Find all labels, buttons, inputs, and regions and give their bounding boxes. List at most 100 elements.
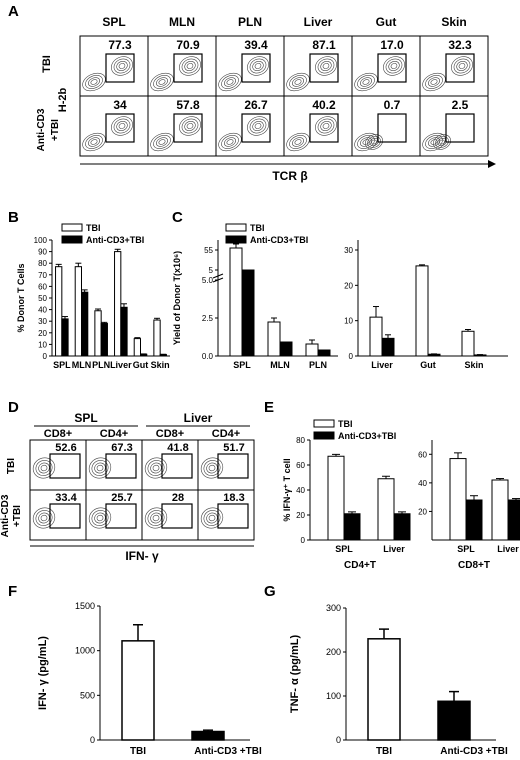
x-tick-label: Liver — [371, 360, 393, 370]
contour-line — [118, 123, 126, 129]
contour-line — [322, 123, 330, 129]
x-tick-label: Liver — [497, 544, 519, 554]
legend-swatch — [225, 223, 247, 232]
y-tick-label: 20 — [296, 511, 305, 520]
bar — [437, 700, 471, 741]
bar — [94, 310, 102, 357]
y-tick-label: 300 — [326, 603, 341, 613]
gate-box — [309, 53, 339, 83]
contour-line — [317, 58, 335, 74]
contour-line — [390, 63, 398, 69]
contour-line — [456, 61, 468, 71]
x-tick-label: Anti-CD3 +TBI — [194, 746, 262, 757]
gate-percent: 26.7 — [244, 98, 268, 112]
panel-letter-d: D — [8, 399, 19, 416]
contour-line — [224, 77, 236, 87]
flow-plot-frame — [215, 35, 285, 97]
contour-line — [218, 132, 242, 152]
contour-line — [433, 134, 451, 150]
y-tick-label: 100 — [326, 691, 341, 701]
y-tick-label: 90 — [38, 248, 47, 257]
y-tick-label: 0 — [349, 352, 354, 361]
bar — [367, 638, 401, 741]
panel-a-y-axis-label: H-2b — [57, 88, 69, 113]
bar — [507, 499, 520, 541]
legend-swatch — [313, 431, 335, 440]
bar — [343, 513, 361, 541]
y-tick-label: 20 — [418, 507, 427, 516]
gate-box — [309, 113, 339, 143]
x-tick-label: Anti-CD3 +TBI — [440, 746, 508, 757]
bar — [191, 730, 225, 741]
contour-line — [144, 457, 168, 479]
gate-box — [161, 453, 193, 479]
contour-line — [153, 75, 171, 89]
y-tick-label: 40 — [38, 306, 47, 315]
contour-line — [388, 61, 400, 71]
axis-break — [212, 273, 224, 279]
bar — [120, 306, 128, 357]
y-tick-label: 0 — [43, 352, 48, 361]
contour-line — [203, 460, 221, 476]
bar — [449, 458, 467, 541]
flow-plot-frame — [351, 95, 421, 157]
contour-line — [439, 139, 445, 145]
y-tick-label: 60 — [418, 450, 427, 459]
contour-line — [181, 58, 199, 74]
gate-box — [217, 453, 249, 479]
contour-line — [40, 464, 48, 472]
contour-line — [179, 56, 201, 76]
bar — [377, 478, 395, 541]
contour-line — [88, 77, 100, 87]
legend-swatch — [61, 235, 83, 244]
panel-letter-b: B — [8, 209, 19, 226]
bar — [381, 337, 395, 357]
y-tick-label: 60 — [296, 461, 305, 470]
contour-line — [94, 512, 106, 524]
contour-line — [200, 507, 224, 529]
panel-a-row-label: Anti-CD3 — [36, 108, 47, 151]
bar — [74, 266, 82, 357]
x-tick-label: SPL — [233, 360, 251, 370]
bar — [327, 455, 345, 541]
contour-line — [116, 121, 128, 131]
panel-e-group-label: CD8+T — [458, 560, 490, 571]
x-tick-label: Skin — [151, 360, 170, 370]
gate-percent: 2.5 — [452, 98, 469, 112]
y-axis-label: Yield of Donor T(x10⁶) — [172, 251, 182, 345]
bar — [61, 318, 69, 357]
gate-percent: 32.3 — [448, 38, 472, 52]
y-tick-label: 1000 — [75, 646, 95, 656]
contour-line — [365, 134, 383, 150]
flow-plot-frame — [29, 439, 87, 491]
legend-label: TBI — [250, 223, 265, 233]
contour-line — [113, 118, 131, 134]
contour-line — [203, 510, 221, 526]
bar — [279, 341, 293, 357]
contour-line — [317, 118, 335, 134]
contour-line — [362, 79, 370, 85]
contour-line — [289, 135, 307, 149]
x-tick-label: MLN — [270, 360, 290, 370]
contour-line — [221, 135, 239, 149]
contour-line — [254, 123, 262, 129]
bar — [114, 251, 122, 357]
bar — [81, 291, 89, 357]
panel-a-tissue-label: MLN — [169, 15, 195, 29]
contour-line — [82, 132, 106, 152]
contour-line — [150, 512, 162, 524]
flow-plot-frame — [197, 489, 255, 541]
bar — [393, 513, 411, 541]
panel-letter-a: A — [8, 3, 19, 20]
bar — [153, 319, 161, 357]
contour-line — [249, 118, 267, 134]
bar — [140, 353, 148, 357]
y-axis-label: TNF- α (pg/mL) — [289, 635, 301, 714]
contour-line — [247, 56, 269, 76]
x-tick-label: PLN — [92, 360, 110, 370]
gate-box — [49, 503, 81, 529]
panel-d-row-label: +TBI — [12, 505, 23, 527]
gate-box — [445, 53, 475, 83]
contour-line — [367, 136, 381, 148]
contour-line — [425, 75, 443, 89]
